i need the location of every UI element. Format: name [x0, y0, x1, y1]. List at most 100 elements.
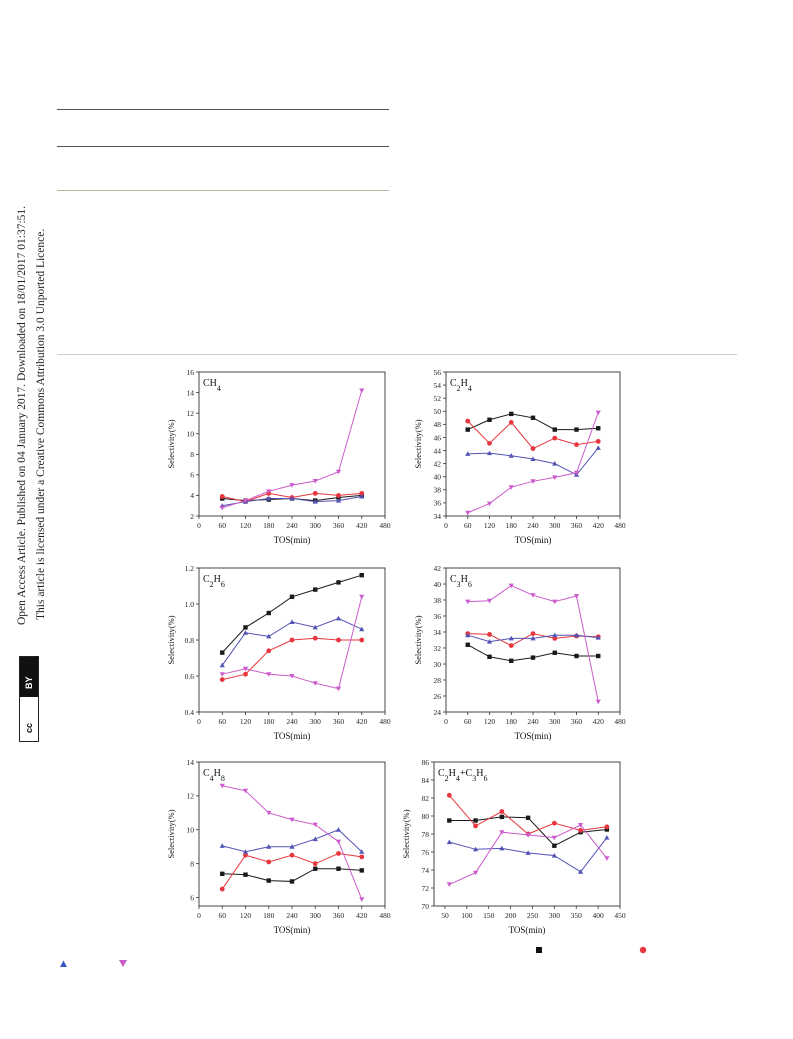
point-2-magenta-0 [219, 672, 225, 677]
x-tick-label-0-6: 360 [333, 521, 345, 530]
x-tick-label-4-2: 120 [240, 911, 252, 920]
point-4-blue-2 [266, 844, 272, 849]
point-3-blue-6 [595, 635, 601, 640]
point-4-red-1 [243, 852, 248, 858]
point-4-red-3 [289, 852, 295, 858]
y-tick-label-5-4: 78 [422, 830, 430, 839]
point-2-blue-3 [289, 619, 295, 624]
y-tick-label-5-8: 86 [422, 758, 430, 767]
point-3-black-6 [596, 653, 601, 659]
y-tick-label-0-5: 12 [187, 409, 195, 418]
point-5-magenta-3 [525, 832, 531, 838]
y-tick-label-0-0: 2 [190, 512, 194, 521]
point-0-magenta-5 [335, 469, 342, 475]
x-tick-label-5-1: 100 [461, 911, 473, 920]
point-3-black-3 [530, 655, 536, 660]
point-3-blue-2 [508, 635, 514, 641]
point-3-magenta-0 [465, 599, 471, 605]
x-tick-label-0-0: 0 [197, 521, 201, 530]
x-tick-label-5-8: 450 [614, 911, 626, 920]
point-2-magenta-1 [242, 666, 249, 672]
x-tick-label-0-3: 180 [263, 521, 275, 530]
point-4-blue-3 [289, 844, 295, 849]
point-2-black-0 [220, 650, 225, 655]
x-axis-label-0: TOS(min) [274, 535, 311, 545]
x-tick-label-5-6: 350 [571, 911, 583, 920]
point-3-magenta-1 [486, 598, 493, 604]
point-2-magenta-6 [359, 594, 365, 600]
point-0-blue-2 [266, 495, 272, 501]
y-axis-label-3: Selectivity(%) [413, 615, 423, 664]
y-tick-label-2-2: 0.8 [185, 636, 195, 645]
x-tick-label-3-0: 0 [444, 717, 448, 726]
point-4-blue-4 [312, 836, 318, 842]
series-line-1-blue [467, 447, 599, 476]
point-5-black-2 [499, 814, 505, 820]
table-mid-rule [57, 146, 389, 147]
point-1-red-4 [552, 435, 558, 441]
y-axis-label-2: Selectivity(%) [166, 615, 176, 664]
point-5-red-6 [604, 824, 610, 830]
y-tick-label-3-4: 32 [434, 644, 442, 653]
y-tick-label-2-0: 0.4 [185, 708, 195, 717]
point-2-magenta-3 [289, 674, 295, 679]
point-4-black-4 [313, 866, 318, 871]
point-5-black-1 [473, 818, 478, 823]
y-tick-label-5-5: 80 [422, 812, 430, 821]
point-5-blue-5 [578, 869, 584, 874]
point-1-black-6 [596, 426, 601, 431]
point-5-black-3 [525, 815, 531, 820]
x-tick-label-1-1: 60 [464, 521, 472, 530]
x-tick-label-0-7: 420 [356, 521, 368, 530]
point-2-blue-6 [359, 626, 365, 632]
point-5-blue-3 [525, 850, 531, 855]
point-4-magenta-6 [359, 897, 365, 902]
point-4-red-6 [359, 854, 365, 860]
point-4-magenta-0 [219, 783, 225, 789]
point-5-blue-4 [551, 853, 557, 858]
point-1-magenta-5 [573, 470, 580, 476]
point-4-black-0 [220, 871, 225, 877]
y-tick-label-1-3: 40 [434, 473, 442, 482]
point-1-black-4 [552, 427, 557, 432]
point-4-magenta-4 [312, 822, 318, 828]
y-tick-label-3-8: 40 [434, 580, 442, 589]
panel-title-2: C2H6 [203, 574, 225, 589]
point-5-magenta-6 [604, 856, 610, 861]
y-tick-label-4-4: 14 [187, 758, 195, 767]
table-top-rule [57, 109, 389, 110]
panel-title-4: C4H8 [203, 768, 225, 783]
point-5-blue-6 [604, 835, 610, 840]
cc-by-badge[interactable]: BY cc [19, 656, 39, 742]
point-2-red-2 [266, 648, 272, 654]
point-2-blue-1 [242, 630, 249, 635]
y-tick-label-0-2: 6 [190, 471, 194, 480]
point-4-blue-5 [335, 827, 342, 832]
point-5-black-4 [552, 843, 557, 848]
y-tick-label-1-10: 54 [434, 381, 442, 390]
point-0-blue-4 [312, 499, 318, 504]
x-tick-label-2-1: 60 [219, 717, 227, 726]
panel-title-5: C2H4+C3H6 [438, 768, 487, 783]
y-tick-label-5-6: 82 [422, 794, 430, 803]
x-tick-label-4-5: 300 [310, 911, 322, 920]
point-1-black-1 [487, 417, 492, 422]
y-tick-label-2-4: 1.2 [185, 564, 195, 573]
point-1-red-3 [530, 446, 536, 451]
y-tick-label-0-6: 14 [187, 388, 195, 397]
point-3-black-1 [487, 654, 492, 659]
panel-title-1: C2H4 [450, 378, 472, 393]
point-1-black-2 [509, 411, 514, 417]
y-tick-label-1-2: 38 [434, 486, 442, 495]
y-axis-label-4: Selectivity(%) [166, 809, 176, 858]
x-tick-label-3-2: 120 [484, 717, 496, 726]
x-tick-label-3-4: 240 [527, 717, 539, 726]
point-5-black-6 [604, 827, 610, 832]
x-tick-label-5-3: 200 [505, 911, 517, 920]
point-2-blue-4 [312, 624, 318, 630]
point-1-blue-4 [552, 461, 558, 466]
x-tick-label-4-4: 240 [286, 911, 298, 920]
x-tick-label-4-8: 480 [379, 911, 391, 920]
point-5-blue-0 [446, 839, 452, 845]
y-tick-label-3-1: 26 [434, 692, 442, 701]
